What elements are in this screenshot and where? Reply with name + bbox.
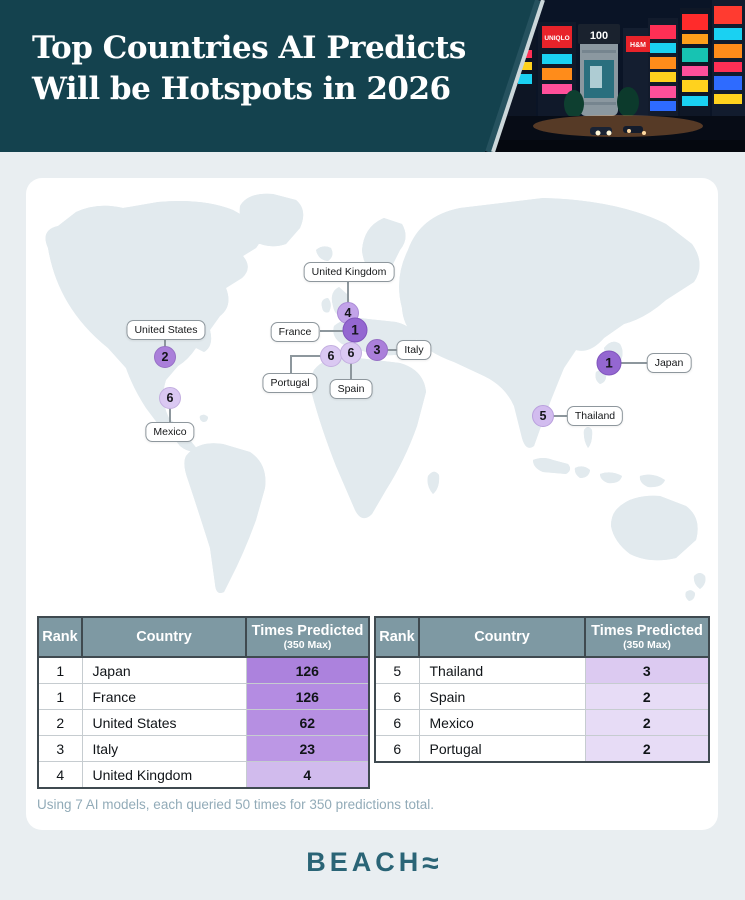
table-row: 1 France 126 — [37, 683, 370, 710]
ranking-table-right: Rank Country Times Predicted (350 Max) 5… — [374, 616, 710, 763]
times-header: Times Predicted (350 Max) — [584, 616, 710, 658]
united-kingdom-country-label: United Kingdom — [303, 262, 395, 282]
times-header-main: Times Predicted — [591, 622, 703, 639]
uniqlo-sign: UNIQLO — [542, 26, 572, 48]
table-row: 3 Italy 23 — [37, 735, 370, 762]
rank-cell: 1 — [37, 656, 83, 684]
times-predicted-cell: 23 — [245, 735, 370, 762]
thailand-connector-line — [553, 415, 567, 417]
country-cell: Italy — [81, 735, 247, 762]
rank-header: Rank — [37, 616, 83, 658]
thailand-rank-marker: 5 — [532, 405, 554, 427]
title-line-1: Top Countries AI Predicts — [32, 30, 466, 66]
rank-header: Rank — [374, 616, 420, 658]
france-rank-marker: 1 — [342, 317, 368, 343]
table-row: 5 Thailand 3 — [374, 656, 710, 684]
sign-uniqlo-text: UNIQLO — [544, 35, 569, 42]
times-header: Times Predicted (350 Max) — [245, 616, 370, 658]
continents — [45, 193, 706, 601]
thailand-country-label: Thailand — [566, 406, 624, 426]
brand-wave-icon: ≈ — [422, 847, 439, 880]
country-cell: United Kingdom — [81, 761, 247, 789]
rank-cell: 1 — [37, 683, 83, 710]
table-header-row: Rank Country Times Predicted (350 Max) — [37, 616, 370, 658]
tokyo-night-photo: 100 UNIQLO H&M — [478, 0, 745, 152]
country-cell: Japan — [81, 656, 247, 684]
times-predicted-cell: 2 — [584, 735, 710, 763]
table-row: 6 Mexico 2 — [374, 709, 710, 736]
country-cell: France — [81, 683, 247, 710]
table-row: 2 United States 62 — [37, 709, 370, 736]
sign-hm-text: H&M — [630, 42, 646, 49]
title-line-2: Will be Hotspots in 2026 — [32, 71, 451, 107]
rank-cell: 6 — [374, 683, 420, 710]
times-predicted-cell: 4 — [245, 761, 370, 789]
france-country-label: France — [270, 322, 320, 342]
country-cell: Mexico — [418, 709, 586, 736]
country-cell: Portugal — [418, 735, 586, 763]
united-states-country-label: United States — [126, 320, 206, 340]
mexico-connector-line — [169, 408, 171, 422]
japan-country-label: Japan — [646, 353, 692, 373]
italy-connector-line — [387, 349, 397, 351]
united-states-rank-marker: 2 — [154, 346, 176, 368]
united-states-connector-line — [164, 340, 166, 347]
portugal-connector-line — [290, 355, 292, 373]
rank-cell: 6 — [374, 735, 420, 763]
mexico-country-label: Mexico — [145, 422, 195, 442]
times-predicted-cell: 126 — [245, 656, 370, 684]
spain-country-label: Spain — [329, 379, 373, 399]
hm-sign: H&M — [626, 36, 650, 52]
times-predicted-cell: 2 — [584, 683, 710, 710]
spain-connector-line — [350, 363, 352, 379]
japan-connector-line — [620, 362, 647, 364]
ranking-table-left: Rank Country Times Predicted (350 Max) 1… — [37, 616, 370, 789]
methodology-footnote: Using 7 AI models, each queried 50 times… — [37, 797, 434, 812]
times-header-main: Times Predicted — [251, 622, 364, 639]
table-row: 4 United Kingdom 4 — [37, 761, 370, 789]
world-map — [45, 193, 706, 601]
times-predicted-cell: 3 — [584, 656, 710, 684]
table-row: 1 Japan 126 — [37, 656, 370, 684]
brand-name: BEACH — [306, 847, 423, 877]
country-header: Country — [81, 616, 247, 658]
times-predicted-cell: 126 — [245, 683, 370, 710]
header-band: Top Countries AI Predicts Will be Hotspo… — [0, 0, 745, 152]
cylinder-building-109: 100 — [578, 24, 620, 116]
country-cell: Spain — [418, 683, 586, 710]
spain-rank-marker: 6 — [340, 342, 362, 364]
page-title: Top Countries AI Predicts Will be Hotspo… — [32, 28, 502, 110]
country-header: Country — [418, 616, 586, 658]
country-cell: United States — [81, 709, 247, 736]
header-diagonal-edge — [478, 0, 545, 152]
italy-country-label: Italy — [396, 340, 432, 360]
italy-rank-marker: 3 — [366, 339, 388, 361]
table-header-row: Rank Country Times Predicted (350 Max) — [374, 616, 710, 658]
street-scene — [478, 87, 745, 152]
rank-cell: 3 — [37, 735, 83, 762]
table-row: 6 Portugal 2 — [374, 735, 710, 763]
times-predicted-cell: 62 — [245, 709, 370, 736]
times-header-sub: (350 Max) — [283, 639, 332, 652]
times-predicted-cell: 2 — [584, 709, 710, 736]
rank-cell: 6 — [374, 709, 420, 736]
rank-cell: 5 — [374, 656, 420, 684]
japan-rank-marker: 1 — [596, 350, 622, 376]
brand-logo: BEACH≈ — [0, 847, 745, 881]
france-connector-line — [320, 330, 344, 332]
country-cell: Thailand — [418, 656, 586, 684]
portugal-country-label: Portugal — [262, 373, 318, 393]
rank-cell: 2 — [37, 709, 83, 736]
times-header-sub: (350 Max) — [623, 639, 671, 652]
portugal-rank-marker: 6 — [320, 345, 342, 367]
portugal-connector-line — [290, 355, 321, 357]
sign-100-text: 100 — [590, 30, 608, 42]
mexico-rank-marker: 6 — [159, 387, 181, 409]
rank-cell: 4 — [37, 761, 83, 789]
united-kingdom-connector-line — [347, 282, 349, 303]
table-row: 6 Spain 2 — [374, 683, 710, 710]
